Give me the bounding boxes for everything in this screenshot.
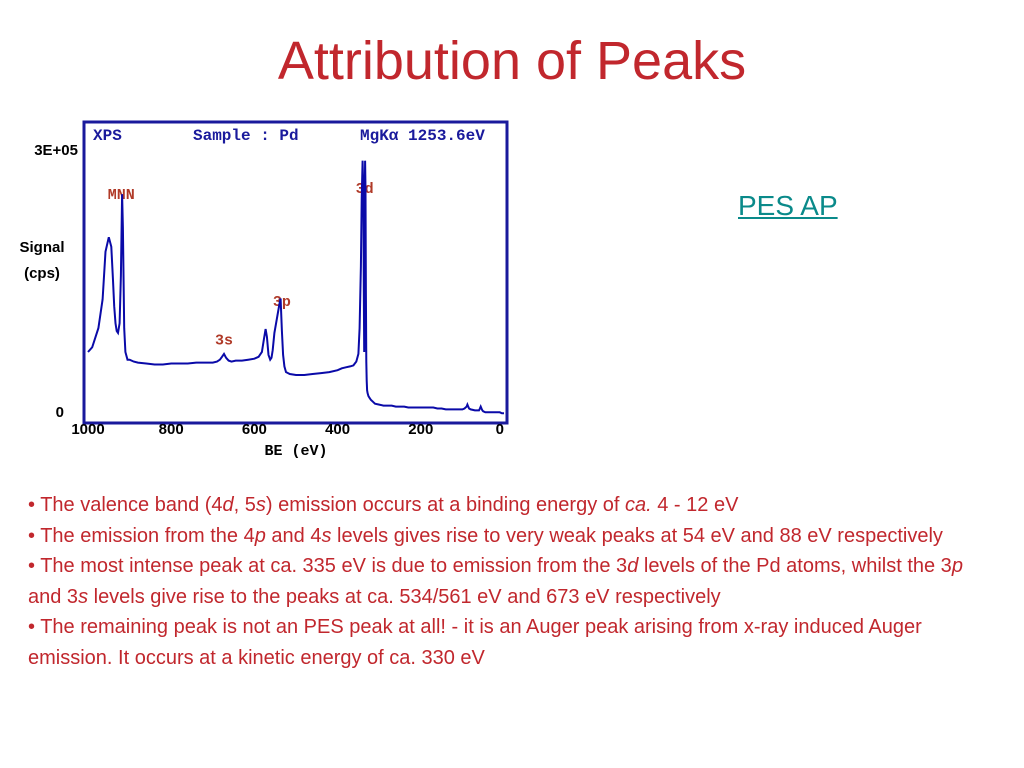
- y-tick-zero: 0: [56, 404, 64, 421]
- x-tick-label: 600: [242, 421, 267, 438]
- bullet-item: • The remaining peak is not an PES peak …: [28, 616, 922, 669]
- pes-ap-link[interactable]: PES AP: [738, 190, 838, 221]
- x-axis-label: BE (eV): [264, 443, 327, 460]
- bullet-item: • The emission from the 4p and 4s levels…: [28, 524, 943, 547]
- x-tick-label: 400: [325, 421, 350, 438]
- plot-frame: [82, 120, 509, 425]
- peak-label-3p: 3p: [273, 294, 291, 311]
- bullet-item: • The valence band (4d, 5s) emission occ…: [28, 494, 739, 516]
- y-axis-label-line2: (cps): [24, 265, 60, 282]
- bullet-list: • The valence band (4d, 5s) emission occ…: [28, 490, 998, 673]
- y-tick-top: 3E+05: [34, 142, 78, 159]
- x-tick-label: 1000: [71, 421, 104, 438]
- x-tick-label: 800: [159, 421, 184, 438]
- xps-spectrum-chart: XPS Sample : Pd MgKα 1253.6eV 3E+05 0 Si…: [19, 120, 509, 460]
- header-sample: Sample : Pd: [193, 127, 299, 145]
- x-tick-label: 200: [408, 421, 433, 438]
- header-xps: XPS: [93, 127, 122, 145]
- x-tick-label: 0: [496, 421, 504, 438]
- bullet-item: • The most intense peak at ca. 335 eV is…: [28, 555, 963, 608]
- y-axis-label-line1: Signal: [19, 239, 64, 256]
- header-source: MgKα 1253.6eV: [360, 127, 485, 145]
- x-tick-labels: 1000 800 600 400 200 0: [71, 421, 504, 438]
- page-title: Attribution of Peaks: [277, 31, 747, 91]
- spectrum-line: [87, 160, 504, 415]
- peak-label-3s: 3s: [215, 332, 233, 349]
